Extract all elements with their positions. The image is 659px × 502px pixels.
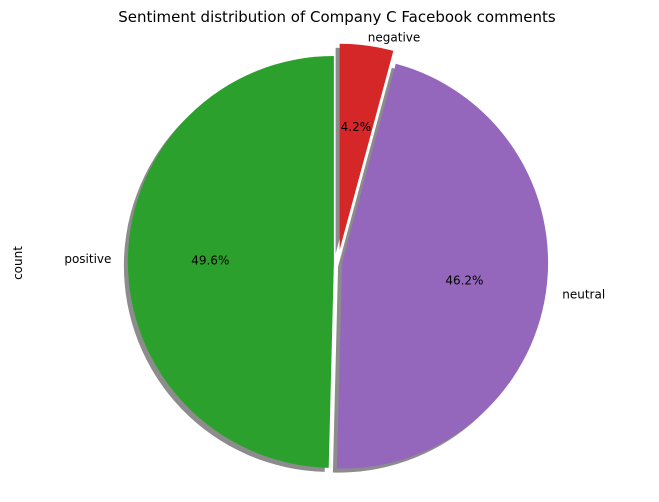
slice-negative xyxy=(339,43,394,250)
slice-positive xyxy=(127,55,334,468)
y-axis-label: count xyxy=(11,246,25,280)
label-neutral: neutral xyxy=(562,288,605,302)
slice-neutral xyxy=(336,63,549,469)
chart-title: Sentiment distribution of Company C Face… xyxy=(118,8,556,26)
label-negative: negative xyxy=(368,30,420,44)
label-positive: positive xyxy=(64,252,111,266)
slice-labels: positive 49.6% neutral 46.2% negative 4.2% xyxy=(64,30,605,301)
slices xyxy=(127,43,549,469)
pct-label-negative: 4.2% xyxy=(341,120,372,134)
pct-label-positive: 49.6% xyxy=(191,253,229,267)
pct-label-neutral: 46.2% xyxy=(445,273,483,287)
